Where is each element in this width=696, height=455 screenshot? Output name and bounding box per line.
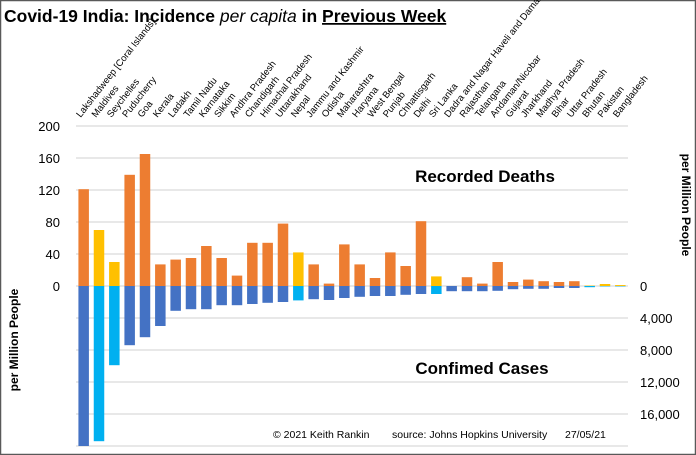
deaths-bar	[492, 262, 503, 286]
deaths-bar	[185, 258, 197, 286]
deaths-bar	[615, 285, 626, 286]
right-axis-label: per Million People	[679, 154, 693, 257]
cases-bar	[492, 286, 503, 291]
left-axis-label: per Million People	[7, 288, 21, 391]
cases-bar	[231, 286, 243, 306]
cases-bar	[446, 286, 457, 292]
deaths-bar	[385, 252, 396, 286]
deaths-bar	[93, 230, 105, 286]
right-tick-label: 4,000	[640, 311, 673, 326]
cases-bar	[216, 286, 227, 306]
left-tick-label: 200	[38, 119, 60, 134]
cases-bar	[461, 286, 473, 292]
cases-bar	[369, 286, 381, 296]
right-tick-label: 8,000	[640, 343, 673, 358]
footer-copyright: © 2021 Keith Rankin	[273, 429, 370, 441]
deaths-bar	[170, 259, 181, 286]
left-tick-label: 80	[46, 215, 60, 230]
cases-bar	[400, 286, 411, 295]
deaths-bar	[277, 223, 289, 286]
cases-bar	[385, 286, 396, 296]
right-tick-label: 0	[640, 279, 647, 294]
deaths-bar	[553, 282, 565, 286]
cases-bar	[415, 286, 427, 294]
cases-bar	[262, 286, 273, 303]
footer-source: source: Johns Hopkins University	[392, 429, 548, 441]
cases-bar	[155, 286, 166, 326]
deaths-bar	[431, 276, 442, 286]
deaths-bar	[78, 189, 89, 286]
right-tick-label: 12,000	[640, 375, 680, 390]
deaths-bar	[339, 244, 350, 286]
cases-bar	[523, 286, 534, 289]
deaths-bar	[538, 281, 549, 286]
deaths-bar	[124, 174, 135, 286]
deaths-bar	[477, 283, 488, 286]
deaths-bar	[216, 258, 227, 286]
cases-bar	[354, 286, 365, 297]
cases-bar	[93, 286, 105, 442]
cases-bar	[170, 286, 181, 311]
deaths-bar	[155, 264, 166, 286]
deaths-bar	[247, 242, 258, 286]
cases-bar	[553, 286, 565, 288]
deaths-bar	[139, 154, 151, 286]
left-tick-label: 0	[53, 279, 60, 294]
cases-bar	[185, 286, 197, 310]
deaths-bar	[507, 282, 519, 286]
cases-bar	[78, 286, 89, 446]
deaths-bar	[461, 277, 473, 286]
left-tick-label: 160	[38, 151, 60, 166]
left-tick-label: 40	[46, 247, 60, 262]
deaths-bar	[323, 283, 335, 286]
cases-bar	[584, 286, 595, 288]
deaths-bar	[523, 279, 534, 286]
cases-bar	[201, 286, 212, 310]
deaths-bar	[400, 266, 411, 286]
deaths-bar	[354, 264, 365, 286]
deaths-series-label: Recorded Deaths	[415, 167, 555, 186]
cases-bar	[139, 286, 151, 338]
cases-bar	[308, 286, 319, 300]
deaths-bar	[369, 278, 381, 286]
deaths-bar	[109, 262, 120, 286]
left-tick-label: 120	[38, 183, 60, 198]
right-tick-label: 16,000	[640, 407, 680, 422]
cases-bar	[477, 286, 488, 292]
deaths-bar	[231, 275, 243, 286]
cases-bar	[247, 286, 258, 304]
cases-bar	[293, 286, 304, 301]
cases-bar	[538, 286, 549, 289]
cases-series-label: Confimed Cases	[415, 359, 548, 378]
cases-bar	[569, 286, 580, 288]
cases-bar	[277, 286, 289, 302]
cases-bar	[323, 286, 335, 300]
cases-bar	[109, 286, 120, 366]
cases-bar	[431, 286, 442, 294]
cases-bar	[124, 286, 135, 346]
deaths-bar	[599, 284, 611, 286]
cases-bar	[507, 286, 519, 290]
deaths-bar	[293, 252, 304, 286]
deaths-bar	[308, 264, 319, 286]
deaths-bar	[262, 242, 273, 286]
deaths-bar	[569, 281, 580, 286]
cases-bar	[339, 286, 350, 298]
chart-title: Covid-19 India: Incidence per capita in …	[4, 6, 446, 26]
footer-date: 27/05/21	[565, 429, 606, 441]
deaths-bar	[201, 246, 212, 286]
deaths-bar	[415, 221, 427, 286]
